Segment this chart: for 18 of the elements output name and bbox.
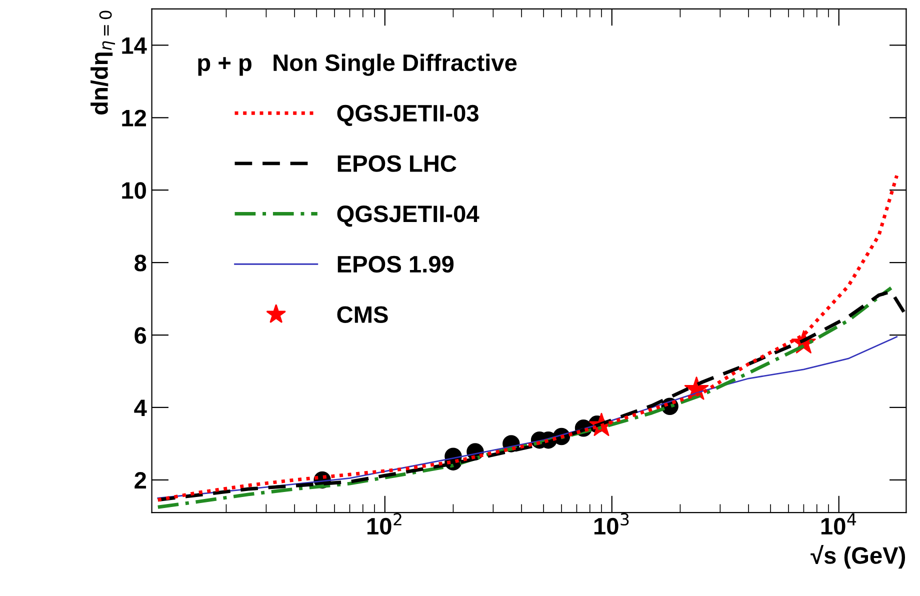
legend-title: p + p Non Single Diffractive <box>198 54 517 76</box>
y-tick-label: 6 <box>134 327 146 344</box>
y-tick-label: 4 <box>134 400 147 416</box>
x-axis-title: √s (GeV) <box>810 544 906 569</box>
y-tick-label: 8 <box>134 254 146 272</box>
legend-label: EPOS 1.99 <box>338 256 454 273</box>
x-tick-label: 10$^{3}$ <box>594 513 629 535</box>
y-tick-label: 2 <box>134 472 146 489</box>
y-axis-title: dn/dη$_{η=0}$ <box>90 10 115 114</box>
legend-label: QGSJETII-04 <box>337 206 480 227</box>
y-tick-label: 14 <box>122 37 147 54</box>
x-tick-label: 10$^{4}$ <box>821 513 856 535</box>
x-tick-label: 10$^{2}$ <box>367 513 402 535</box>
y-tick-label: 10 <box>122 182 146 199</box>
legend-label: EPOS LHC <box>338 155 456 172</box>
legend-label: CMS <box>337 306 388 323</box>
legend-label: QGSJETII-03 <box>337 104 478 126</box>
y-tick-label: 12 <box>122 110 146 126</box>
